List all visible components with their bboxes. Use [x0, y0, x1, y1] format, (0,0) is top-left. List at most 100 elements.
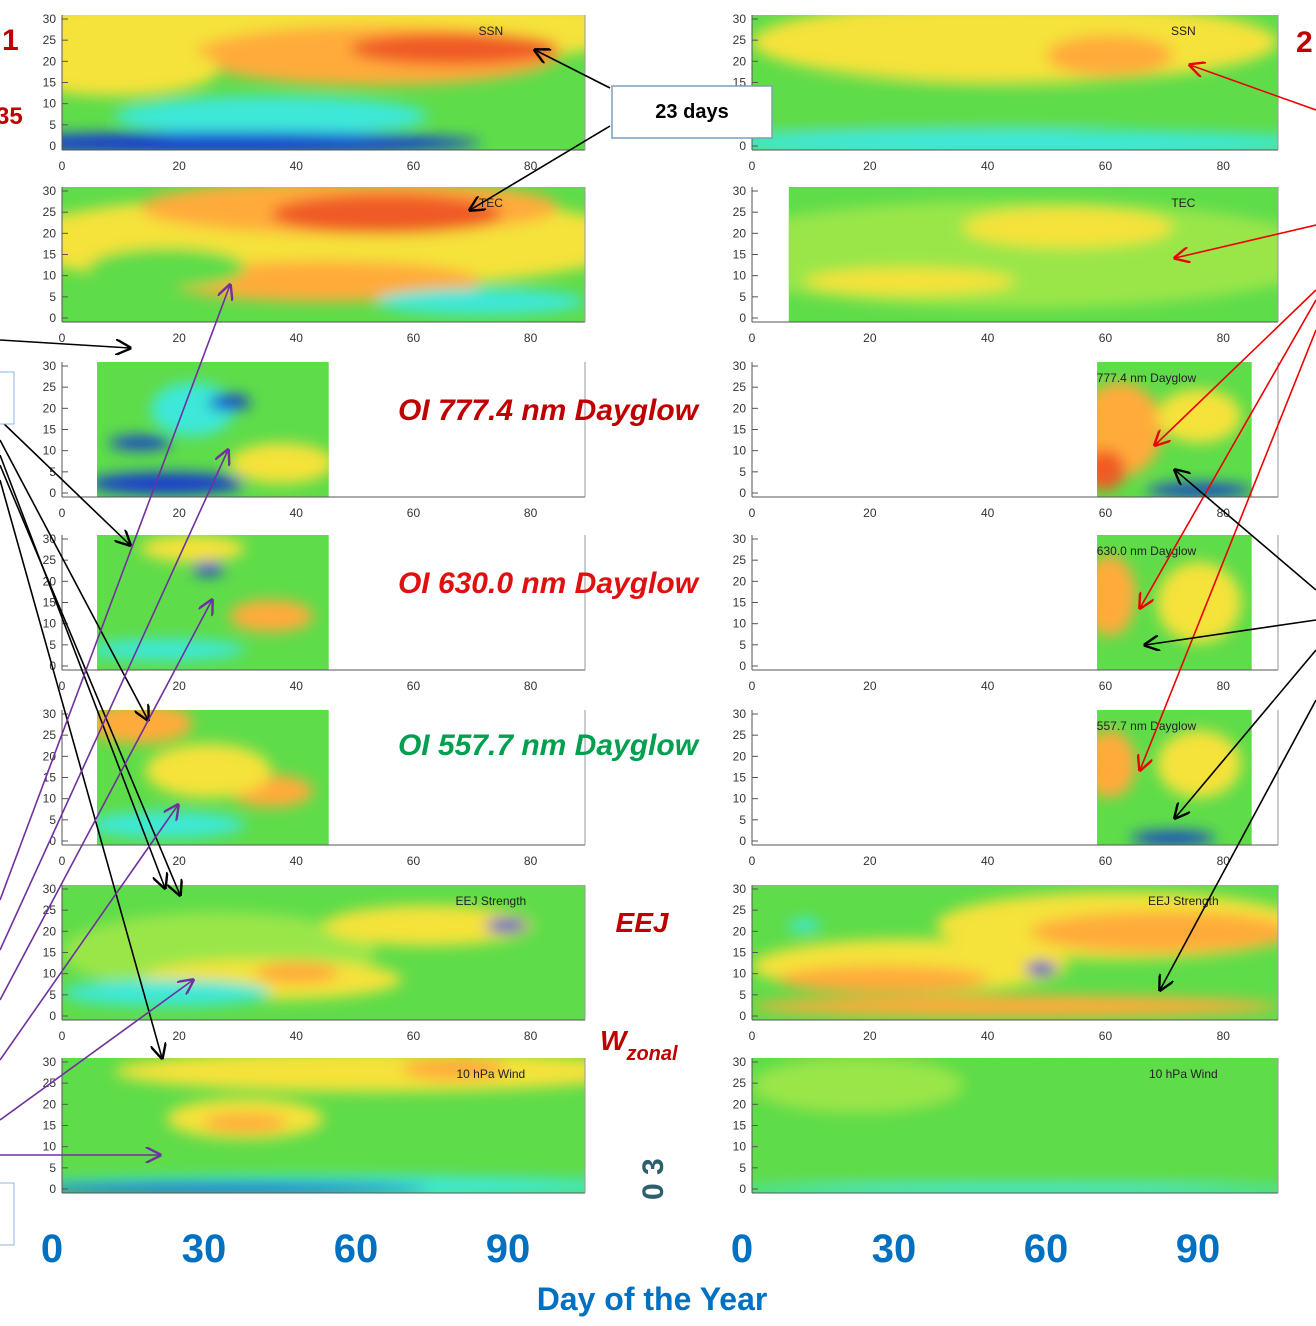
- y-tick-label: 30: [733, 882, 747, 896]
- y-tick-label: 25: [733, 205, 747, 219]
- arrow: [535, 50, 611, 89]
- y-tick-label: 30: [43, 184, 57, 198]
- arrow: [0, 340, 130, 348]
- y-tick-label: 30: [733, 184, 747, 198]
- contour: [150, 382, 235, 437]
- arrow: [1145, 619, 1316, 645]
- contours: [752, 891, 1278, 1018]
- contour: [1097, 449, 1126, 491]
- y-tick-label: 20: [733, 924, 747, 938]
- x-tick-label: 40: [290, 159, 304, 173]
- y-tick-label: 25: [43, 728, 57, 742]
- y-tick-label: 10: [733, 1140, 747, 1154]
- x-tick-label: 60: [407, 331, 421, 345]
- arrow: [1175, 224, 1316, 258]
- panel-label: EEJ Strength: [1148, 894, 1219, 908]
- x-tick-label: 60: [1099, 331, 1113, 345]
- y-tick-label: 20: [43, 1097, 57, 1111]
- panel: [1097, 535, 1252, 670]
- y-tick-label: 15: [43, 423, 57, 437]
- contour: [752, 1184, 1278, 1193]
- contour: [1157, 389, 1242, 443]
- contours: [752, 1058, 1278, 1193]
- y-tick-label: 0: [739, 834, 746, 848]
- panel-label: 630.0 nm Dayglow: [1097, 544, 1197, 558]
- arrow: [1175, 470, 1316, 591]
- x-tick-label-big: 60: [1024, 1227, 1069, 1271]
- panel: [97, 535, 329, 670]
- x-tick-label: 40: [290, 506, 304, 520]
- contour: [752, 129, 1278, 150]
- contour: [1157, 562, 1242, 643]
- y-tick-label: 15: [43, 946, 57, 960]
- y-tick-label: 5: [739, 290, 746, 304]
- contours: [97, 382, 329, 495]
- y-tick-label: 20: [43, 401, 57, 415]
- wind-main: W: [600, 1025, 629, 1056]
- x-tick-label: 0: [749, 854, 756, 868]
- arrow: [1190, 65, 1316, 111]
- y-tick-label: 5: [739, 1161, 746, 1175]
- x-tick-label: 40: [290, 1029, 304, 1043]
- y-tick-label: 0: [739, 311, 746, 325]
- callout-box: [611, 85, 773, 139]
- x-tick-label: 80: [524, 854, 538, 868]
- contour: [401, 1058, 507, 1080]
- emission-label: OI 777.4 nm Dayglow: [398, 394, 700, 427]
- x-tick-label: 0: [59, 159, 66, 173]
- y-tick-label: 30: [733, 1055, 747, 1069]
- y-tick-label: 30: [43, 12, 57, 26]
- panel: [62, 187, 585, 322]
- contours: [1097, 730, 1242, 845]
- x-tick-label: 60: [1099, 854, 1113, 868]
- x-tick-label-big: 0: [41, 1227, 63, 1271]
- y-tick-label: 0: [739, 139, 746, 153]
- y-tick-label: 0: [49, 311, 56, 325]
- y-tick-label: 30: [43, 359, 57, 373]
- y-tick-label: 20: [733, 54, 747, 68]
- x-axis-title: Day of the Year: [537, 1281, 768, 1317]
- arrow: [0, 285, 230, 901]
- y-tick-label: 15: [43, 76, 57, 90]
- y-tick-label: 20: [733, 1097, 747, 1111]
- contour: [752, 1058, 963, 1112]
- x-tick-label: 20: [863, 159, 877, 173]
- x-tick-label: 60: [407, 159, 421, 173]
- contour: [62, 1183, 429, 1193]
- x-tick-label: 0: [749, 1029, 756, 1043]
- contour: [752, 15, 1278, 83]
- x-tick-label: 0: [59, 679, 66, 693]
- y-tick-label: 20: [733, 401, 747, 415]
- arrow: [0, 419, 130, 545]
- y-tick-label: 10: [733, 269, 747, 283]
- y-tick-label: 15: [43, 1119, 57, 1133]
- x-tick-label: 60: [407, 679, 421, 693]
- arrow: [0, 805, 178, 1061]
- y-tick-label: 15: [733, 423, 747, 437]
- y-tick-label: 10: [43, 1140, 57, 1154]
- x-tick-label: 80: [524, 1029, 538, 1043]
- arrow: [0, 464, 180, 895]
- panel: [97, 710, 329, 845]
- contours: [62, 15, 585, 150]
- x-tick-label: 20: [172, 506, 186, 520]
- x-tick-label: 60: [1099, 506, 1113, 520]
- y-tick-label: 10: [733, 617, 747, 631]
- panel-label: 10 hPa Wind: [1149, 1067, 1218, 1081]
- y-tick-label: 25: [733, 553, 747, 567]
- x-tick-label: 0: [59, 331, 66, 345]
- arrow: [1175, 649, 1316, 818]
- contour: [97, 811, 246, 839]
- y-tick-label: 15: [43, 248, 57, 262]
- contour: [192, 562, 225, 576]
- y-tick-label: 0: [49, 486, 56, 500]
- x-tick-label: 80: [1217, 159, 1231, 173]
- y-tick-label: 10: [733, 792, 747, 806]
- contour: [114, 96, 429, 137]
- panel: [788, 187, 1278, 322]
- panel-label: TEC: [1171, 196, 1195, 210]
- contour: [349, 32, 559, 65]
- arrow: [0, 439, 148, 720]
- x-tick-label-big: 0: [731, 1227, 753, 1271]
